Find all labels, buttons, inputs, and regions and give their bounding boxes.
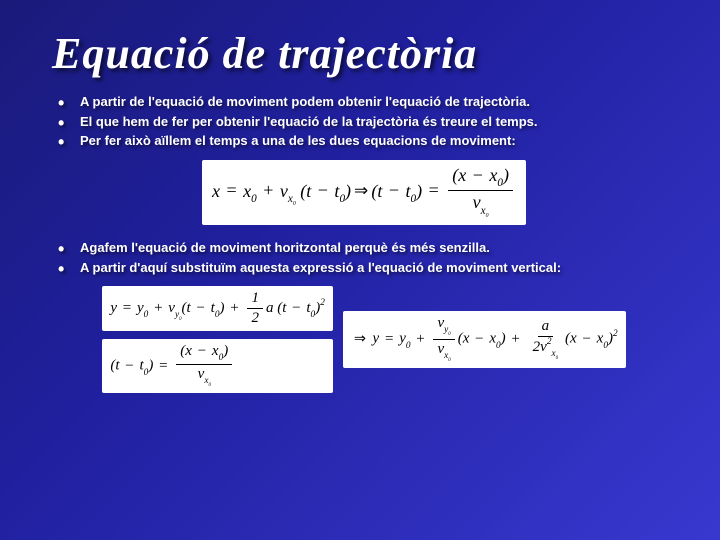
bullet-item: El que hem de fer per obtenir l'equació …: [52, 113, 676, 131]
bullet-item: Agafem l'equació de moviment horitzontal…: [52, 239, 676, 257]
bullet-item: A partir de l'equació de moviment podem …: [52, 93, 676, 111]
slide: Equació de trajectòria A partir de l'equ…: [0, 0, 720, 540]
slide-title: Equació de trajectòria: [52, 28, 676, 79]
equation-trajectory: ⇒ y = y0 + vy0 vx0 (x − x0) + a 2v2x0 (x…: [343, 311, 626, 367]
equation-isolate-time: x = x0 + vx0 (t − t0)⇒(t − t0) = (x − x0…: [202, 160, 526, 225]
equation-y-motion: y = y0 + vy0(t − t0) + 12a (t − t0)2: [102, 286, 332, 331]
equation-row-2: y = y0 + vy0(t − t0) + 12a (t − t0)2 (t …: [52, 286, 676, 393]
bullets-block-1: A partir de l'equació de moviment podem …: [52, 93, 676, 150]
bullets-block-2: Agafem l'equació de moviment horitzontal…: [52, 239, 676, 276]
equation-t-sub: (t − t0) = (x − x0) vx0: [102, 339, 332, 393]
bullet-item: A partir d'aquí substituïm aquesta expre…: [52, 259, 676, 277]
bullet-item: Per fer això aïllem el temps a una de le…: [52, 132, 676, 150]
equation-row-1: x = x0 + vx0 (t − t0)⇒(t − t0) = (x − x0…: [52, 160, 676, 225]
equation-left-stack: y = y0 + vy0(t − t0) + 12a (t − t0)2 (t …: [102, 286, 332, 393]
